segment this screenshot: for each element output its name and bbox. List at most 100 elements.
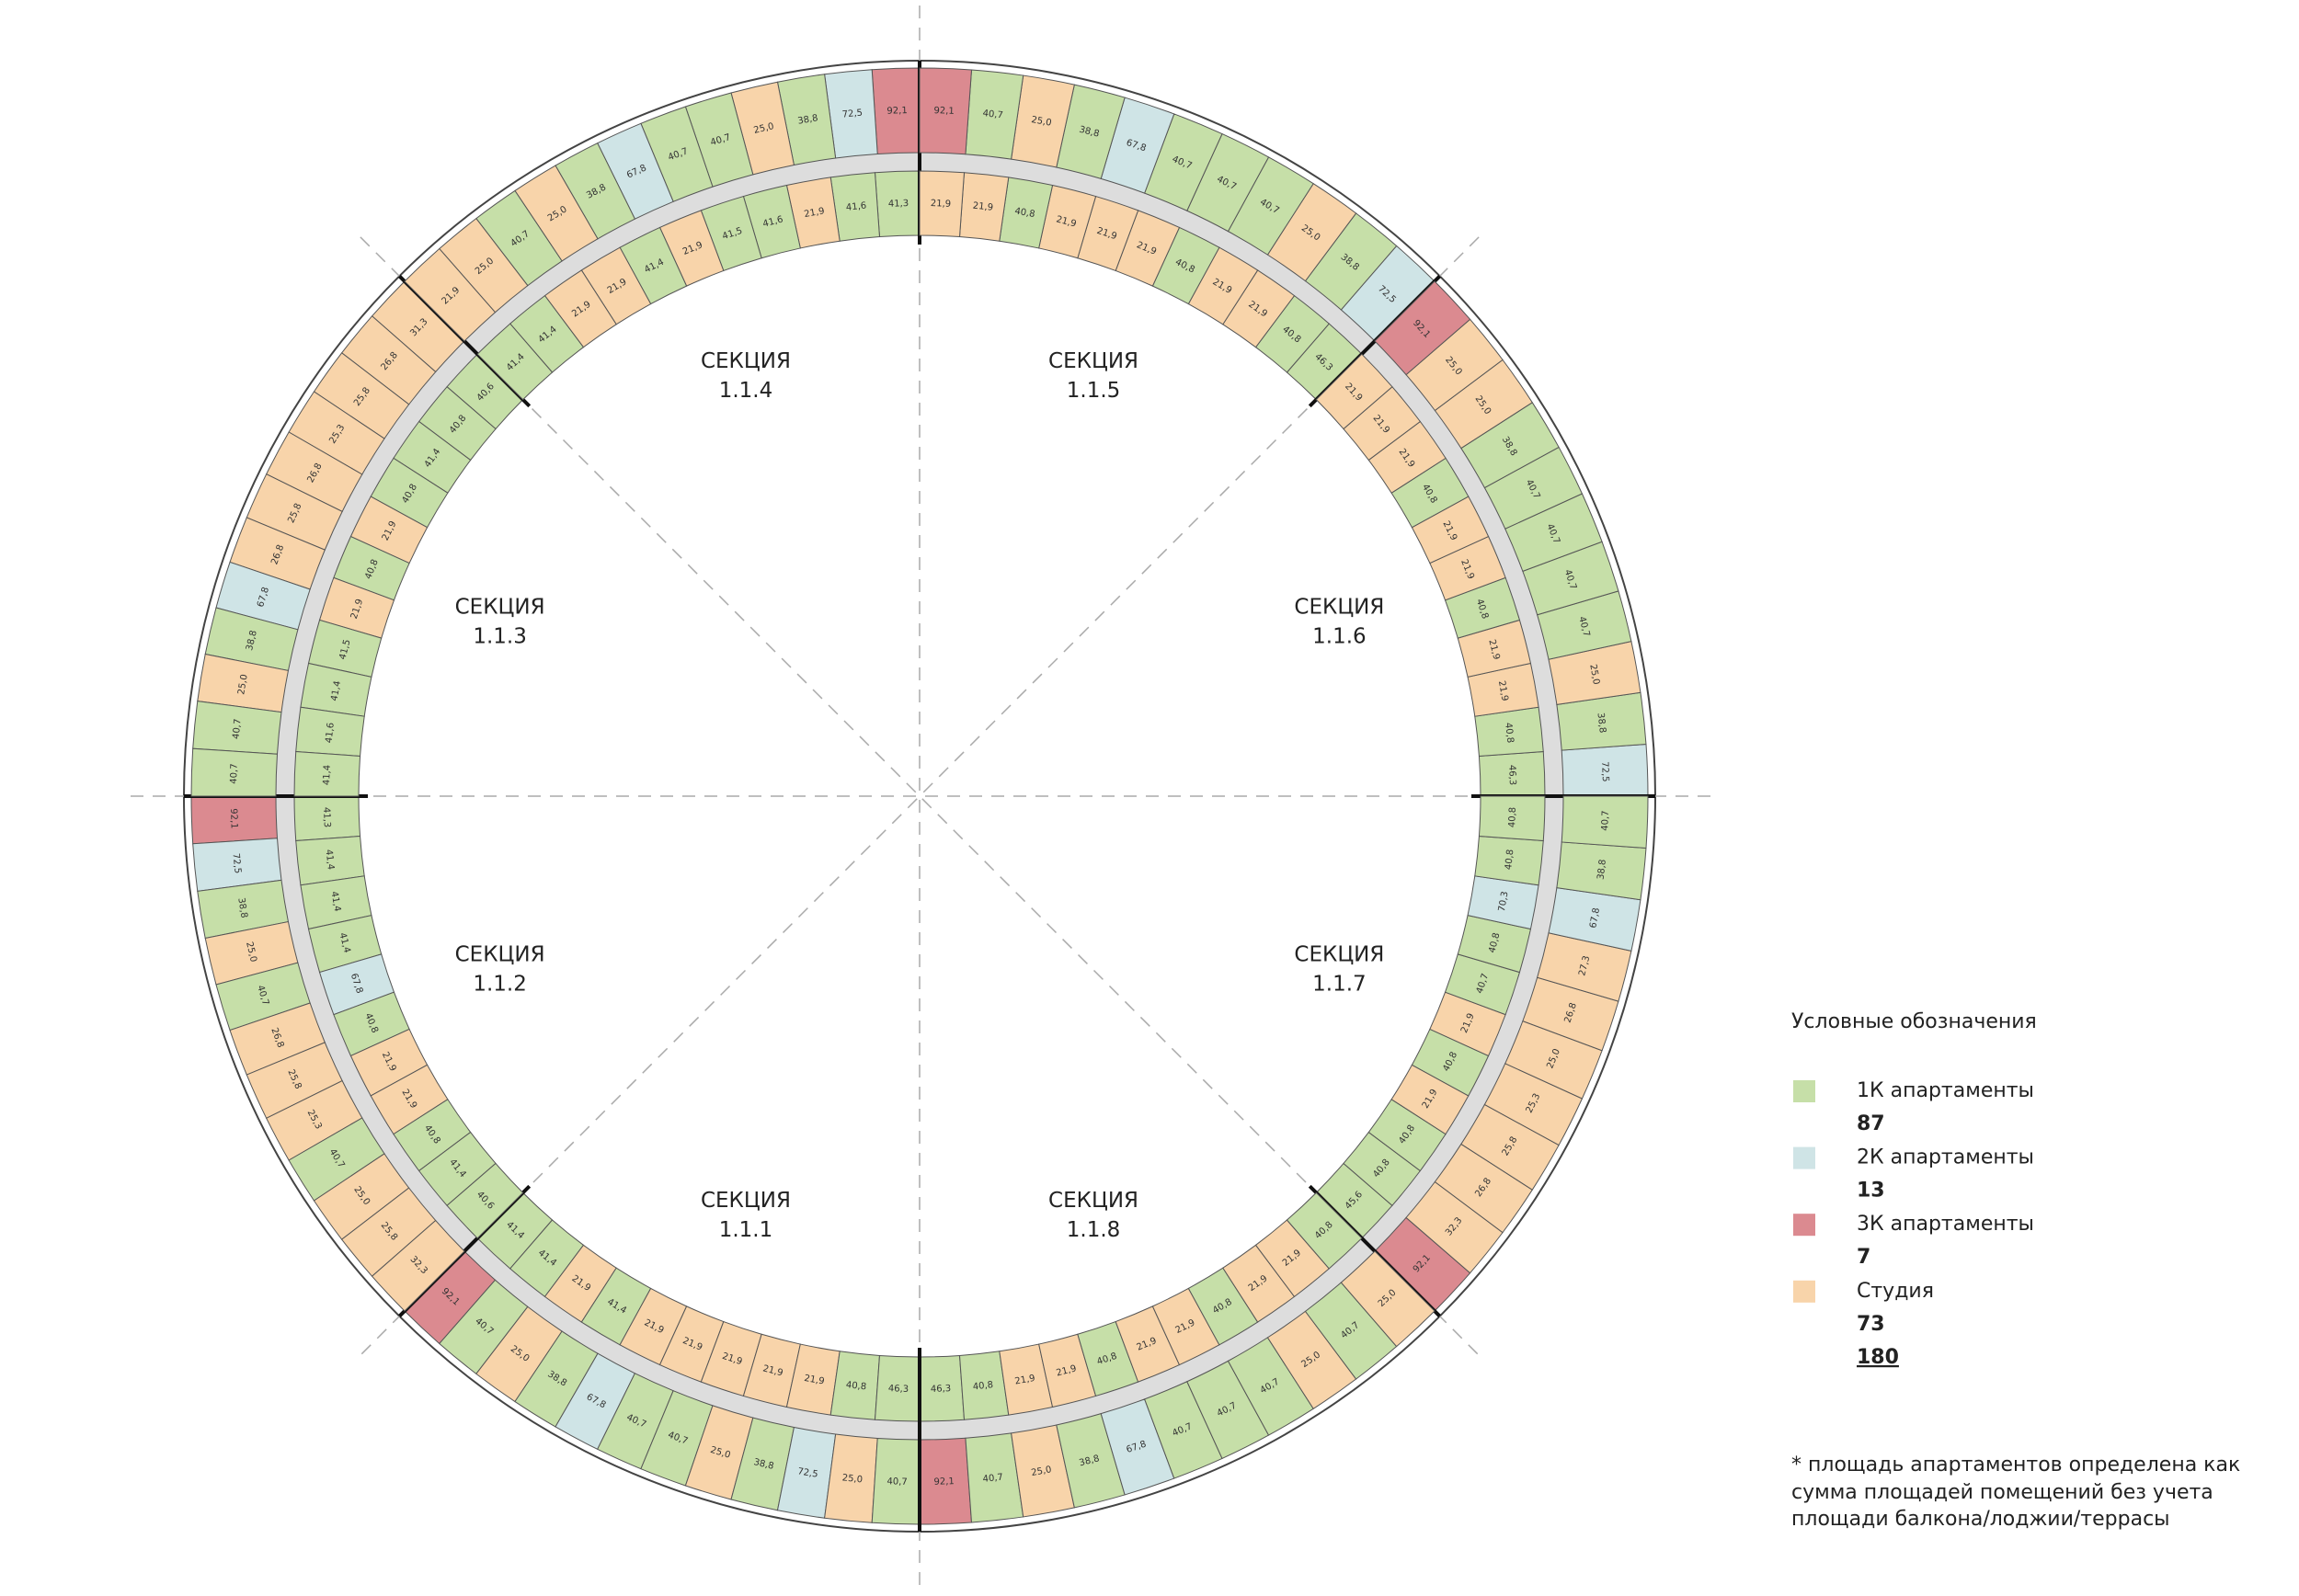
legend-swatch xyxy=(1793,1080,1815,1102)
section-number: 1.1.1 xyxy=(719,1218,773,1242)
apartment xyxy=(1286,1191,1363,1270)
apartment-area: 21,9 xyxy=(931,199,952,210)
apartment-area: 38,8 xyxy=(245,630,259,652)
apartment-area: 41,4 xyxy=(324,849,336,870)
apartment-area: 21,9 xyxy=(1014,1374,1036,1387)
apartment xyxy=(293,750,361,797)
apartment-area: 46,3 xyxy=(888,1384,909,1395)
apartment-area: 25,0 xyxy=(753,121,775,136)
legend-count: 7 xyxy=(1857,1246,1870,1269)
apartment-area: 21,9 xyxy=(761,1363,783,1378)
apartment xyxy=(1561,795,1649,849)
section-label: СЕКЦИЯ xyxy=(701,349,791,373)
apartment-area: 41,3 xyxy=(321,807,332,828)
apartment-area: 41,3 xyxy=(888,199,909,210)
apartment xyxy=(1374,280,1471,376)
ring: 92,1 40,7 25,0 38,8 67,8 40,7 40,7 25,0 38,8 72,5… xyxy=(129,6,1710,1587)
apartment-area: 41,5 xyxy=(337,638,352,660)
section-number: 1.1.2 xyxy=(473,973,527,997)
apartment-area: 38,8 xyxy=(1078,125,1100,140)
legend-swatch xyxy=(1793,1214,1815,1237)
note-line: площади балкона/лоджии/террасы xyxy=(1791,1508,2170,1531)
legend-title: Условные обозначения xyxy=(1791,1010,2037,1033)
apartment-area: 40,7 xyxy=(982,1473,1003,1485)
apartment-area: 40,8 xyxy=(1503,722,1515,743)
apartment-area: 92,1 xyxy=(886,106,908,117)
apartment-area: 25,0 xyxy=(1587,664,1601,686)
legend-label: Студия xyxy=(1857,1280,1934,1303)
apartment-area: 25,0 xyxy=(236,674,249,696)
legend-total: 180 xyxy=(1857,1346,1899,1369)
section-label: СЕКЦИЯ xyxy=(1294,595,1384,619)
apartment-area: 21,9 xyxy=(972,201,993,213)
section-label: СЕКЦИЯ xyxy=(1048,349,1138,373)
apartment-area: 92,1 xyxy=(933,106,955,117)
apartment xyxy=(1478,795,1546,842)
apartment-area: 41,6 xyxy=(761,214,783,229)
apartment-area: 72,5 xyxy=(1599,761,1610,782)
section-label: СЕКЦИЯ xyxy=(1048,1189,1138,1213)
section-label: СЕКЦИЯ xyxy=(701,1189,791,1213)
apartment-area: 21,9 xyxy=(803,1374,825,1387)
apartment xyxy=(1315,353,1393,430)
apartment-area: 25,0 xyxy=(841,1473,863,1485)
legend-label: 3К апартаменты xyxy=(1857,1213,2034,1236)
apartment-area: 40,8 xyxy=(1487,931,1502,953)
apartment xyxy=(476,323,554,401)
apartment-area: 21,9 xyxy=(804,206,826,220)
apartment-area: 40,7 xyxy=(232,718,244,739)
section-number: 1.1.3 xyxy=(473,624,527,648)
section-label: СЕКЦИЯ xyxy=(1294,943,1384,967)
apartment-area: 41,4 xyxy=(322,765,333,786)
apartment-area: 25,0 xyxy=(244,940,258,963)
apartment-area: 38,8 xyxy=(1596,712,1607,734)
apartment-area: 40,8 xyxy=(845,1380,866,1392)
apartment-area: 41,4 xyxy=(337,931,351,953)
legend: 1К апартаменты 87 2К апартаменты 13 3К апарт… xyxy=(1793,1079,2034,1369)
apartment-area: 38,8 xyxy=(752,1457,774,1472)
apartment xyxy=(371,1219,465,1312)
apartment-area: 41,4 xyxy=(328,891,342,913)
apartment-area: 21,9 xyxy=(1486,638,1501,660)
apartment-area: 21,9 xyxy=(1055,214,1077,229)
legend-label: 1К апартаменты xyxy=(1857,1079,2034,1102)
legend-count: 13 xyxy=(1857,1180,1885,1203)
apartment-area: 38,8 xyxy=(1596,859,1608,880)
apartment-area: 40,7 xyxy=(229,763,240,784)
apartment-area: 38,8 xyxy=(1078,1454,1100,1468)
apartment-area: 40,7 xyxy=(886,1476,908,1488)
legend-label: 2К апартаменты xyxy=(1857,1146,2034,1169)
apartment-area: 21,9 xyxy=(1055,1363,1077,1378)
apartment-area: 21,9 xyxy=(1496,680,1510,702)
section-number: 1.1.7 xyxy=(1312,973,1367,997)
legend-swatch xyxy=(1793,1280,1815,1303)
apartment-area: 72,5 xyxy=(841,108,863,120)
apartment-area: 72,5 xyxy=(231,853,243,874)
legend-count: 87 xyxy=(1857,1112,1885,1135)
section-number: 1.1.8 xyxy=(1067,1218,1121,1242)
section-number: 1.1.6 xyxy=(1312,624,1367,648)
section-label: СЕКЦИЯ xyxy=(455,595,545,619)
apartment-area: 40,8 xyxy=(1507,807,1518,828)
apartment xyxy=(446,1162,524,1239)
section-number: 1.1.4 xyxy=(719,379,773,403)
apartment-area: 41,4 xyxy=(329,680,343,702)
apartment-area: 67,8 xyxy=(1588,907,1602,929)
apartment-area: 92,1 xyxy=(933,1476,955,1488)
section-number: 1.1.5 xyxy=(1067,379,1121,403)
apartment-area: 38,8 xyxy=(797,113,819,126)
apartment xyxy=(404,247,497,342)
apartment-area: 38,8 xyxy=(235,897,248,919)
apartment xyxy=(190,747,279,797)
apartment-area: 92,1 xyxy=(228,808,239,829)
note-line: сумма площадей помещений без учета xyxy=(1791,1481,2213,1504)
apartment-area: 27,3 xyxy=(1577,954,1592,976)
section-label: СЕКЦИЯ xyxy=(455,943,545,967)
legend-swatch xyxy=(1793,1146,1815,1169)
note-line: * площадь апартаментов определена как xyxy=(1791,1454,2240,1476)
apartment xyxy=(1340,1250,1435,1348)
apartment xyxy=(919,170,966,238)
apartment-area: 41,6 xyxy=(325,722,337,743)
apartment-area: 46,3 xyxy=(931,1384,952,1395)
apartment-area: 46,3 xyxy=(1506,765,1517,786)
